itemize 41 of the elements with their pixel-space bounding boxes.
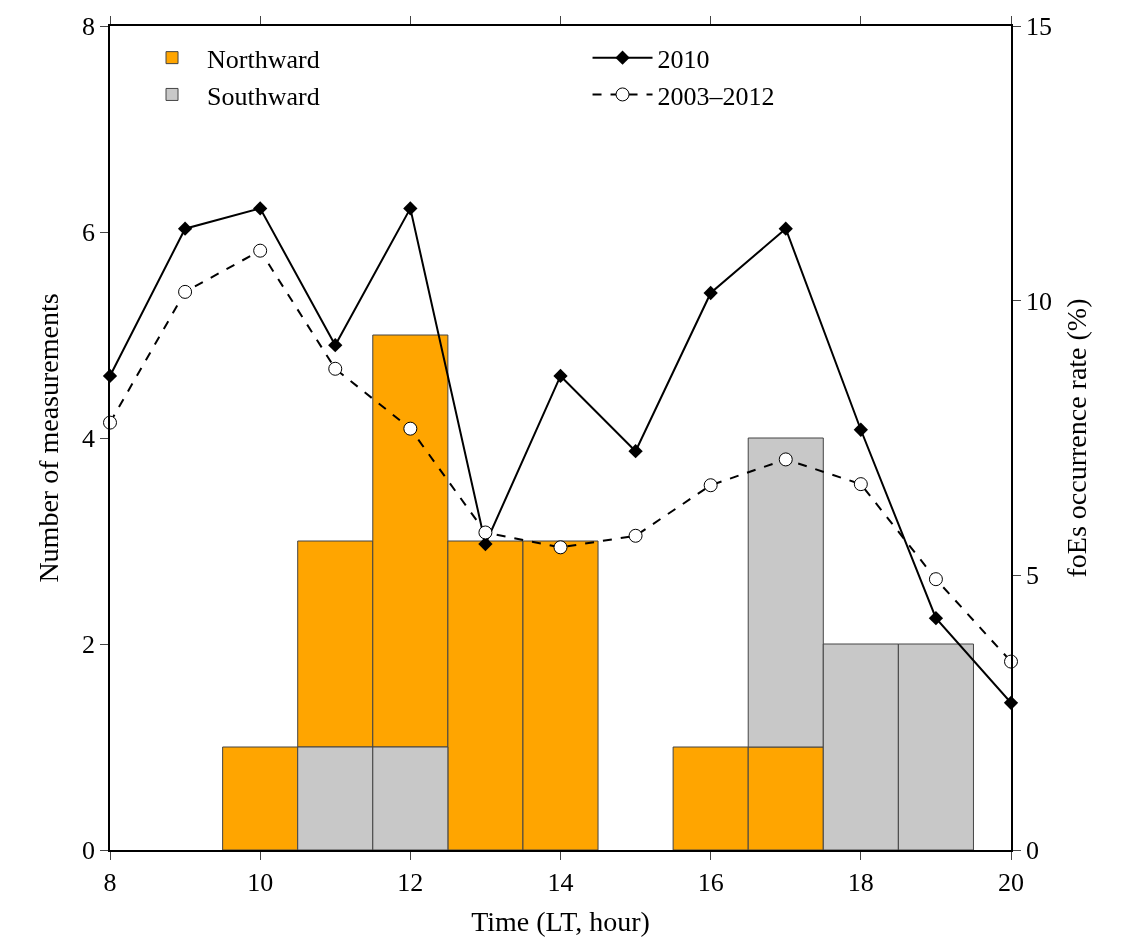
point [178,284,193,299]
x-tick-label: 18 [847,867,874,897]
legend-label: 2003–2012 [657,81,775,111]
x-tick-label: 10 [247,867,274,897]
point [253,243,268,258]
point [778,452,793,467]
x-tick-label: 14 [547,867,574,897]
point [928,572,943,587]
point [853,422,868,437]
point [403,421,418,436]
point [403,201,418,216]
y-tick-label: 4 [82,424,96,454]
y-tick-label: 2 [82,630,96,660]
x-tick-label: 16 [697,867,724,897]
point [553,368,568,384]
y2-tick-label: 5 [1025,561,1039,591]
point [628,444,643,459]
point [478,536,493,552]
y2-tick-label: 15 [1025,12,1052,42]
y2-axis-title: foEs occurrence rate (%) [1060,298,1092,578]
y-axis-title: Number of measurements [33,293,65,583]
point [703,285,718,301]
y2-tick-label: 10 [1025,286,1052,316]
y-tick-label: 6 [82,218,96,248]
point [328,338,343,353]
y-tick-label: 8 [82,12,96,42]
y-tick-label: 0 [82,836,96,866]
point [177,221,193,236]
point [778,221,793,236]
point [478,525,493,540]
y2-tick-label: 0 [1025,836,1039,866]
point [553,540,568,555]
legend-label: Southward [207,81,320,111]
legend-label: Northward [207,44,320,74]
x-tick-label: 20 [998,867,1024,897]
x-tick-label: 8 [103,867,117,897]
point [253,201,268,216]
legend-label: 2010 [657,44,710,74]
x-axis-title: Time (LT, hour) [471,905,650,937]
x-tick-label: 12 [397,867,424,897]
point [928,611,944,626]
